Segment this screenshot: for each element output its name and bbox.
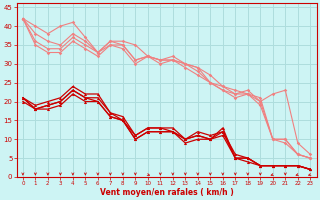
X-axis label: Vent moyen/en rafales ( km/h ): Vent moyen/en rafales ( km/h )	[100, 188, 234, 197]
